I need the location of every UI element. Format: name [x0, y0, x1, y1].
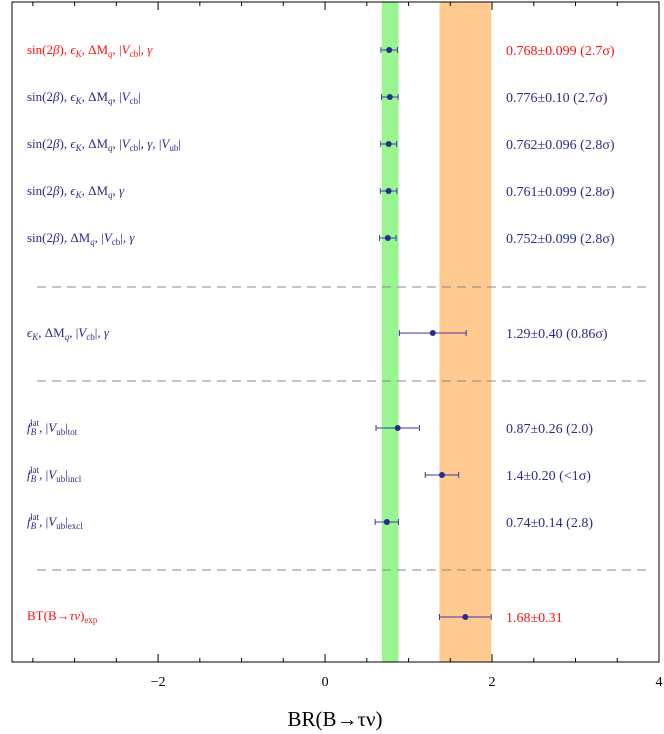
- value-label: 0.74±0.14 (2.8): [506, 516, 593, 531]
- value-label: 1.29±0.40 (0.86σ): [506, 327, 608, 342]
- x-tick-label: −2: [151, 675, 166, 690]
- value-label: 0.776±0.10 (2.7σ): [506, 91, 608, 106]
- data-points: [374, 47, 492, 620]
- row-label: ϵK, ΔMq, |Vcb|, γ: [27, 325, 110, 342]
- row-label: sin(2β), ϵK, ΔMq, |Vcb|: [27, 89, 141, 106]
- data-point: [438, 472, 445, 478]
- x-tick-label: 0: [322, 675, 329, 690]
- separators: [37, 286, 652, 571]
- value-label: 0.87±0.26 (2.0): [506, 422, 593, 437]
- x-axis-label: BR(B→τν): [288, 707, 383, 731]
- data-point: [383, 519, 390, 525]
- x-tick-labels: −2 0 2 4: [151, 675, 663, 690]
- row-label: sin(2β), ΔMq, |Vcb|, γ: [27, 230, 135, 247]
- row-label: fBlat, |Vub|tot: [27, 418, 78, 437]
- value-label: 1.4±0.20 (<1σ): [506, 469, 591, 484]
- row-label: fBlat, |Vub|excl: [27, 512, 83, 531]
- value-label: 0.761±0.099 (2.8σ): [506, 185, 615, 200]
- x-tick-label: 4: [656, 675, 663, 690]
- data-point: [462, 614, 469, 620]
- row-label: sin(2β), ϵK, ΔMq, |Vcb|, γ: [27, 42, 153, 59]
- data-point: [385, 141, 392, 147]
- row-label: fBlat, |Vub|incl: [27, 465, 82, 484]
- green-band: [381, 2, 399, 662]
- row-label: sin(2β), ϵK, ΔMq, γ: [27, 183, 125, 200]
- bands-layer: [381, 2, 492, 662]
- row-label: BT(B→τν)exp: [27, 608, 98, 625]
- x-tick-label: 2: [489, 675, 496, 690]
- value-label: 0.752±0.099 (2.8σ): [506, 232, 615, 247]
- value-label: 1.68±0.31: [506, 611, 563, 626]
- tick-marks: [32, 2, 660, 662]
- data-point: [386, 47, 393, 53]
- data-point: [385, 188, 392, 194]
- value-labels: 0.768±0.099 (2.7σ) 0.776±0.10 (2.7σ) 0.762…: [506, 44, 615, 626]
- plot-frame: [11, 1, 660, 663]
- row-label: sin(2β), ϵK, ΔMq, |Vcb|, γ, |Vub|: [27, 136, 181, 153]
- data-point: [394, 425, 401, 431]
- orange-band: [439, 2, 492, 662]
- value-label: 0.762±0.096 (2.8σ): [506, 138, 615, 153]
- data-point: [429, 330, 436, 336]
- data-point: [386, 94, 393, 100]
- data-point: [384, 235, 391, 241]
- value-label: 0.768±0.099 (2.7σ): [506, 44, 615, 59]
